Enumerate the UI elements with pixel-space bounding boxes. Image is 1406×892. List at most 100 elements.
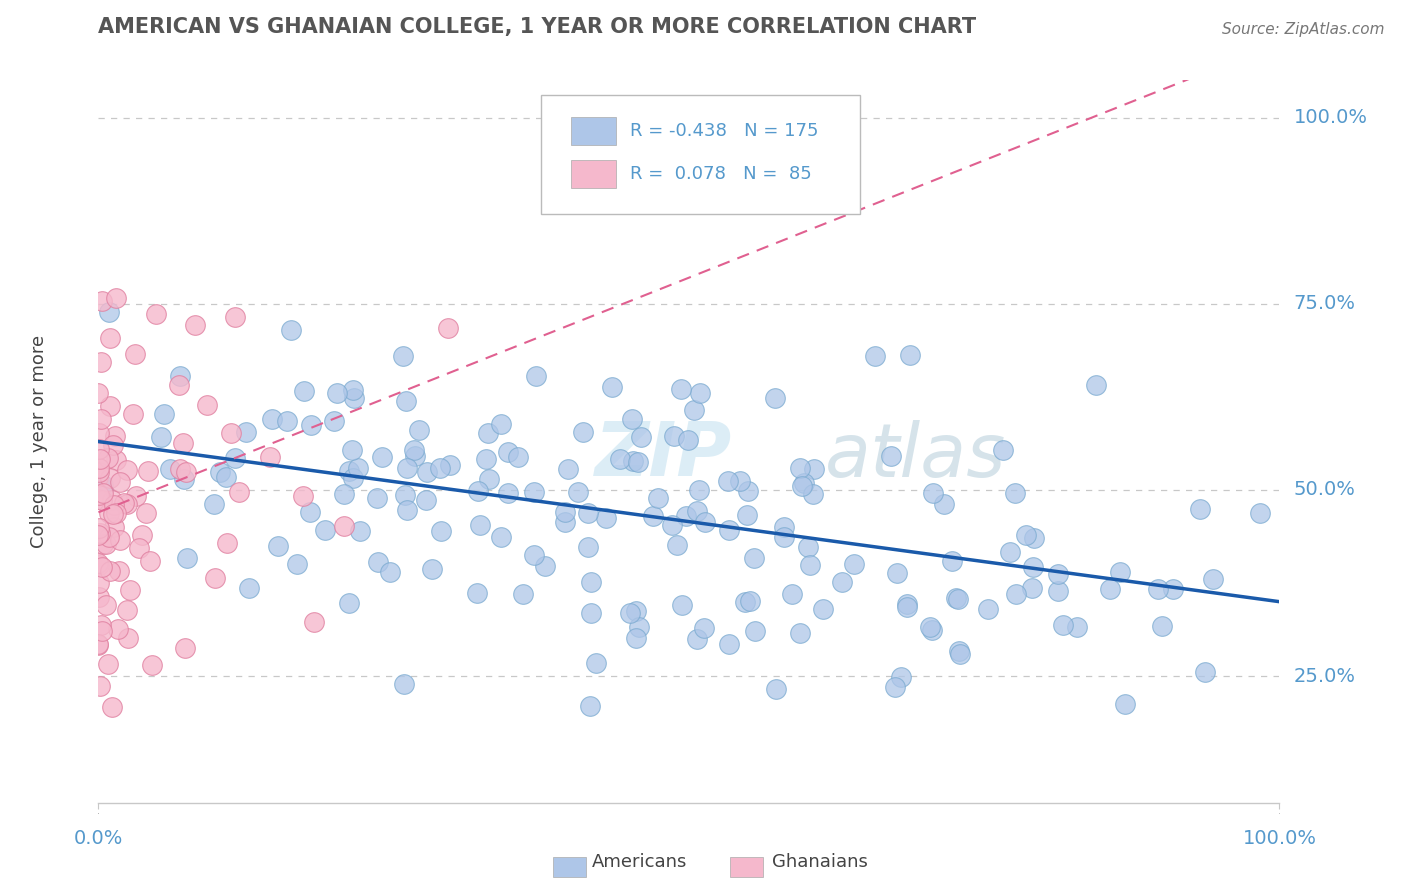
Point [395,394,418,409]
Point [97,450,120,465]
Point [219,426,242,441]
Point [1194,665,1216,680]
Text: 50.0%: 50.0% [1294,481,1355,500]
Point [153,407,176,421]
Point [91,493,114,508]
Point [89,488,111,502]
Point [890,670,912,684]
Point [87,575,110,590]
Point [108,565,131,579]
Point [392,677,415,691]
Point [117,463,139,477]
Point [567,484,589,499]
Point [105,291,128,305]
Bar [571,161,616,188]
Point [695,515,717,529]
Point [1022,560,1045,574]
Point [1004,586,1026,600]
Point [643,508,665,523]
Point [135,506,157,520]
Point [630,429,652,443]
Point [557,461,579,475]
Point [686,632,709,646]
Point [91,478,114,492]
Point [1004,485,1026,500]
Point [737,508,759,522]
Point [117,497,139,511]
Point [105,453,128,467]
Text: Source: ZipAtlas.com: Source: ZipAtlas.com [1222,22,1385,37]
Point [100,493,122,508]
Point [136,464,159,478]
Point [896,600,918,615]
Point [949,647,972,661]
Point [998,545,1021,559]
Point [87,520,110,534]
Point [811,601,834,615]
Point [90,355,112,369]
Point [337,596,360,610]
Point [789,626,811,640]
Point [89,525,111,540]
Point [98,399,121,413]
Point [465,586,488,600]
Point [87,386,110,401]
Point [416,466,439,480]
Point [803,462,825,476]
Point [91,481,114,495]
Point [87,491,110,506]
Point [91,486,114,500]
Point [224,450,246,465]
Point [139,554,162,568]
Point [991,443,1014,458]
Point [420,562,443,576]
Point [1021,581,1043,595]
Point [797,540,820,554]
Point [292,384,315,399]
Point [496,485,519,500]
Point [534,559,557,574]
Point [1066,620,1088,634]
Point [97,657,120,672]
Point [342,471,364,485]
Point [1015,528,1038,542]
Point [169,462,191,476]
Point [619,606,641,620]
Point [948,644,970,658]
Point [718,523,741,537]
Point [628,620,651,634]
Point [159,462,181,476]
Point [581,606,603,620]
Point [89,679,111,693]
Point [337,464,360,478]
Point [87,636,110,650]
Point [299,417,322,432]
Point [150,430,173,444]
Point [773,520,796,534]
Point [744,624,766,639]
Point [266,540,288,554]
Point [131,528,153,542]
Point [675,508,697,523]
Point [682,403,704,417]
Point [98,564,121,578]
Point [380,565,402,579]
Point [285,557,308,571]
Point [94,598,117,612]
Point [1047,567,1070,582]
Point [98,506,121,520]
Point [228,485,250,500]
Point [101,438,124,452]
Point [742,551,765,566]
Point [174,465,197,479]
Text: AMERICAN VS GHANAIAN COLLEGE, 1 YEAR OR MORE CORRELATION CHART: AMERICAN VS GHANAIAN COLLEGE, 1 YEAR OR … [98,17,977,37]
Point [103,507,125,521]
Point [209,465,232,479]
Point [235,425,257,439]
Point [105,506,128,520]
Point [478,472,501,486]
Point [395,503,418,517]
Point [801,487,824,501]
Point [103,498,125,512]
Point [87,528,110,542]
